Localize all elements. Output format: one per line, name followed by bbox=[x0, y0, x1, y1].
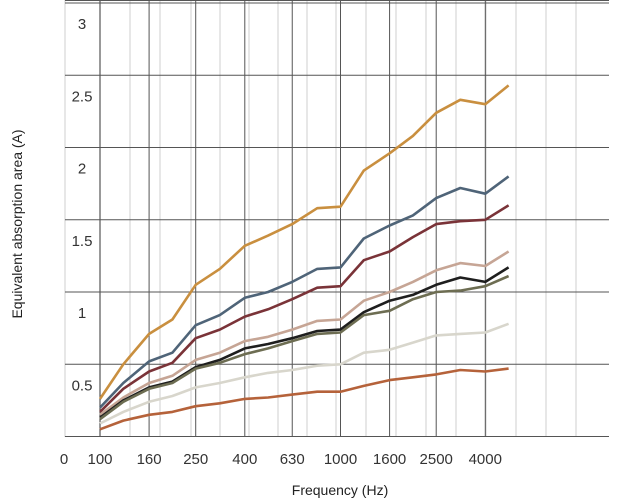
x-tick-label: 160 bbox=[137, 451, 162, 468]
x-tick-label: 1000 bbox=[324, 451, 357, 468]
x-tick-label: 100 bbox=[87, 451, 112, 468]
y-tick-label: 2.5 bbox=[72, 88, 93, 105]
y-axis-label: Equivalent absorption area (A) bbox=[9, 129, 25, 318]
x-axis-label: Frequency (Hz) bbox=[292, 482, 388, 498]
y-tick-label: 0.5 bbox=[72, 377, 93, 394]
y-tick-label: 2 bbox=[78, 161, 86, 178]
x-tick-label: 250 bbox=[183, 451, 208, 468]
series-line-7 bbox=[99, 322, 510, 425]
x-tick-label: 2500 bbox=[420, 451, 453, 468]
chart-grid bbox=[64, 0, 609, 437]
series-lines bbox=[98, 84, 510, 431]
x-tick-label: 630 bbox=[280, 451, 305, 468]
series-line-2 bbox=[99, 175, 510, 409]
series-line-4 bbox=[99, 250, 510, 416]
y-tick-label: 1 bbox=[78, 305, 86, 322]
y-tick-labels: 0.5 1 1.5 2 2.5 3 bbox=[72, 16, 93, 394]
x-tick-labels: 0 100 160 250 400 630 1000 1600 2500 4000 bbox=[60, 451, 502, 468]
series-line-6 bbox=[99, 274, 510, 421]
y-tick-label: 3 bbox=[78, 16, 86, 33]
series-line-5 bbox=[99, 266, 510, 419]
series-line-1 bbox=[98, 84, 510, 400]
series-line-8 bbox=[99, 367, 509, 431]
series-line-3 bbox=[99, 204, 510, 413]
x-tick-label: 1600 bbox=[373, 451, 406, 468]
x-tick-label: 400 bbox=[232, 451, 257, 468]
y-tick-label: 1.5 bbox=[72, 233, 93, 250]
x-tick-label: 4000 bbox=[469, 451, 502, 468]
x-tick-label: 0 bbox=[60, 451, 68, 468]
